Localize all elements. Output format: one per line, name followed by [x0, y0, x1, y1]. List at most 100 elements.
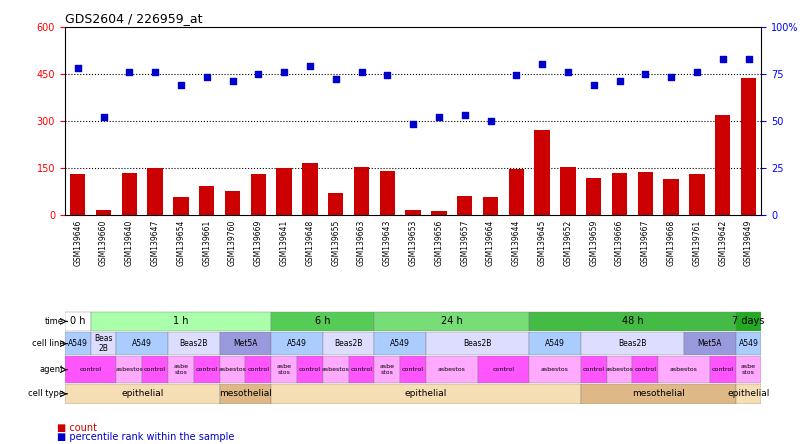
Text: cell line: cell line [32, 339, 64, 348]
Text: mesothelial: mesothelial [632, 389, 684, 398]
FancyBboxPatch shape [659, 356, 710, 383]
Text: epithelial: epithelial [121, 389, 164, 398]
Bar [122, 173, 137, 214]
Text: asbe
stos: asbe stos [380, 364, 394, 375]
Point [407, 121, 420, 128]
Text: ■ percentile rank within the sample: ■ percentile rank within the sample [57, 432, 234, 442]
Bar [637, 172, 653, 214]
FancyBboxPatch shape [529, 356, 581, 383]
Bar [147, 168, 163, 214]
Point [433, 113, 446, 120]
Text: Beas2B: Beas2B [335, 339, 363, 348]
FancyBboxPatch shape [735, 312, 761, 331]
FancyBboxPatch shape [297, 356, 323, 383]
FancyBboxPatch shape [633, 356, 659, 383]
Bar [509, 169, 524, 214]
Text: asbestos: asbestos [115, 367, 143, 372]
Text: GSM139653: GSM139653 [408, 219, 418, 266]
Bar [483, 197, 498, 214]
Text: asbestos: asbestos [670, 367, 698, 372]
Bar [561, 166, 576, 214]
Text: GSM139668: GSM139668 [667, 219, 676, 266]
Bar [250, 174, 266, 214]
FancyBboxPatch shape [374, 356, 400, 383]
Text: control: control [712, 367, 734, 372]
Point [742, 55, 755, 62]
Point [355, 68, 368, 75]
FancyBboxPatch shape [117, 332, 168, 355]
FancyBboxPatch shape [323, 356, 348, 383]
Text: GSM139663: GSM139663 [357, 219, 366, 266]
FancyBboxPatch shape [168, 332, 220, 355]
Text: asbe
stos: asbe stos [276, 364, 292, 375]
Point [174, 81, 187, 88]
FancyBboxPatch shape [271, 332, 323, 355]
Text: 7 days: 7 days [732, 317, 765, 326]
FancyBboxPatch shape [194, 356, 220, 383]
Text: GSM139667: GSM139667 [641, 219, 650, 266]
Text: GSM139640: GSM139640 [125, 219, 134, 266]
Text: A549: A549 [739, 339, 758, 348]
FancyBboxPatch shape [271, 312, 374, 331]
FancyBboxPatch shape [710, 356, 735, 383]
Bar [663, 178, 679, 214]
FancyBboxPatch shape [65, 312, 91, 331]
Point [71, 64, 84, 71]
Bar [535, 130, 550, 214]
Text: control: control [299, 367, 321, 372]
FancyBboxPatch shape [581, 332, 684, 355]
Text: GSM139664: GSM139664 [486, 219, 495, 266]
Text: GSM139641: GSM139641 [279, 219, 288, 266]
Text: GSM139654: GSM139654 [177, 219, 185, 266]
FancyBboxPatch shape [684, 332, 735, 355]
Bar [96, 210, 111, 214]
Point [665, 74, 678, 81]
Bar [173, 197, 189, 214]
FancyBboxPatch shape [529, 332, 581, 355]
Text: GSM139652: GSM139652 [564, 219, 573, 266]
Text: GSM139657: GSM139657 [460, 219, 469, 266]
Text: control: control [196, 367, 218, 372]
FancyBboxPatch shape [581, 384, 735, 404]
FancyBboxPatch shape [271, 384, 581, 404]
Point [561, 68, 574, 75]
FancyBboxPatch shape [220, 356, 245, 383]
Text: asbe
stos: asbe stos [173, 364, 189, 375]
Text: GDS2604 / 226959_at: GDS2604 / 226959_at [65, 12, 202, 25]
Point [690, 68, 703, 75]
Text: GSM139760: GSM139760 [228, 219, 237, 266]
Text: control: control [492, 367, 514, 372]
Text: asbestos: asbestos [438, 367, 466, 372]
Text: A549: A549 [132, 339, 152, 348]
Bar [405, 210, 421, 214]
Bar [276, 168, 292, 214]
Text: agent: agent [40, 365, 64, 374]
Text: Met5A: Met5A [233, 339, 258, 348]
Text: GSM139669: GSM139669 [254, 219, 262, 266]
FancyBboxPatch shape [65, 356, 117, 383]
Bar [302, 163, 318, 214]
Text: asbestos: asbestos [541, 367, 569, 372]
Text: 24 h: 24 h [441, 317, 463, 326]
Point [329, 75, 342, 83]
Text: GSM139649: GSM139649 [744, 219, 753, 266]
Text: asbestos: asbestos [322, 367, 350, 372]
Text: control: control [79, 367, 101, 372]
Text: Beas2B: Beas2B [618, 339, 646, 348]
FancyBboxPatch shape [143, 356, 168, 383]
Text: mesothelial: mesothelial [219, 389, 272, 398]
Point [97, 113, 110, 120]
Point [252, 70, 265, 77]
FancyBboxPatch shape [271, 356, 297, 383]
Text: GSM139645: GSM139645 [538, 219, 547, 266]
Point [716, 55, 729, 62]
Text: control: control [402, 367, 424, 372]
Text: time: time [45, 317, 64, 326]
FancyBboxPatch shape [374, 332, 426, 355]
Bar [689, 174, 705, 214]
Text: A549: A549 [287, 339, 307, 348]
Text: GSM139660: GSM139660 [99, 219, 108, 266]
Bar [741, 78, 757, 214]
Bar [586, 178, 602, 214]
Point [535, 61, 548, 68]
